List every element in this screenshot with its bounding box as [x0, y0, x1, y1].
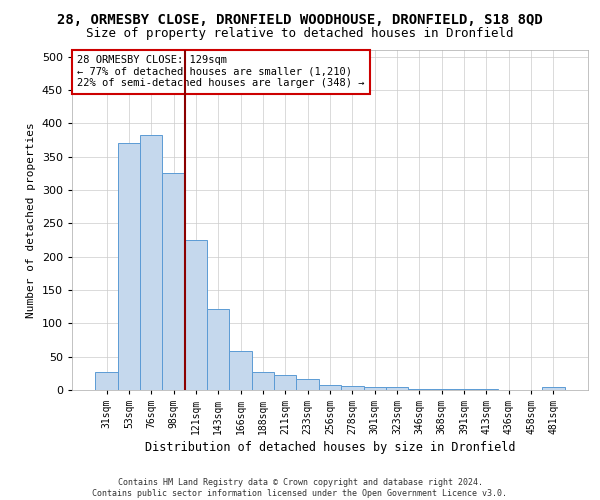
Bar — [341, 386, 364, 390]
Bar — [296, 378, 319, 390]
Bar — [229, 352, 252, 390]
Bar — [542, 386, 565, 390]
Bar — [364, 388, 386, 390]
Text: 28 ORMESBY CLOSE: 129sqm
← 77% of detached houses are smaller (1,210)
22% of sem: 28 ORMESBY CLOSE: 129sqm ← 77% of detach… — [77, 55, 365, 88]
Bar — [319, 384, 341, 390]
X-axis label: Distribution of detached houses by size in Dronfield: Distribution of detached houses by size … — [145, 441, 515, 454]
Bar — [118, 144, 140, 390]
Y-axis label: Number of detached properties: Number of detached properties — [26, 122, 36, 318]
Text: Size of property relative to detached houses in Dronfield: Size of property relative to detached ho… — [86, 28, 514, 40]
Bar — [163, 172, 185, 390]
Bar — [207, 310, 229, 390]
Bar — [274, 376, 296, 390]
Text: Contains HM Land Registry data © Crown copyright and database right 2024.
Contai: Contains HM Land Registry data © Crown c… — [92, 478, 508, 498]
Bar — [252, 372, 274, 390]
Text: 28, ORMESBY CLOSE, DRONFIELD WOODHOUSE, DRONFIELD, S18 8QD: 28, ORMESBY CLOSE, DRONFIELD WOODHOUSE, … — [57, 12, 543, 26]
Bar — [140, 134, 163, 390]
Bar — [386, 386, 408, 390]
Bar — [185, 240, 207, 390]
Bar — [95, 372, 118, 390]
